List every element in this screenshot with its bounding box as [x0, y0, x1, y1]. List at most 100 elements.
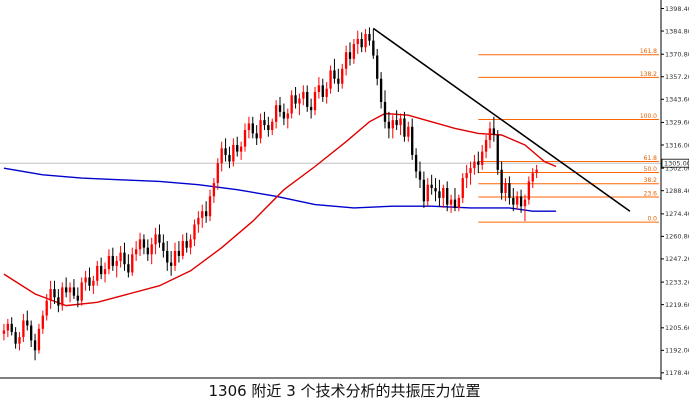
y-tick-label: 1343.60 [665, 96, 689, 104]
candle-body [500, 169, 503, 193]
candle-body [368, 34, 371, 41]
candle-body [453, 199, 457, 208]
moving-average-layer [3, 112, 557, 307]
candle-body [49, 289, 52, 301]
candle-body [228, 154, 231, 162]
y-tick-label: 1274.40 [665, 210, 689, 218]
candle-body [325, 88, 328, 97]
candle-body [278, 105, 282, 112]
candle-body [352, 43, 356, 59]
candle-body [481, 151, 484, 165]
candle-body [10, 323, 13, 333]
candle-body [399, 118, 402, 126]
candle-body [204, 211, 208, 217]
candle-body [166, 250, 169, 263]
candle-body [313, 91, 317, 111]
candle-body [259, 120, 262, 139]
candle-body [379, 78, 383, 102]
candle-body [26, 320, 29, 326]
candle-body [88, 277, 91, 286]
candle-body [232, 144, 235, 162]
candle-body [134, 249, 138, 255]
candle-body [267, 125, 270, 131]
fib-level-label: 138.2 [640, 71, 657, 78]
y-tick-label: 1247.20 [665, 255, 689, 263]
y-tick-label: 1302.00 [665, 164, 689, 172]
candle-body [197, 217, 200, 225]
fib-level-label: 161.8 [640, 48, 657, 55]
candle-body [169, 262, 173, 266]
candle-body [263, 120, 266, 126]
fib-level-label: 50.0 [644, 166, 658, 173]
candle-body [201, 211, 204, 218]
ma-fast-line [3, 112, 557, 307]
candle-body [239, 146, 243, 152]
candle-body [356, 38, 359, 44]
candle-body [243, 130, 247, 147]
candle-body [508, 183, 511, 198]
y-tick-label: 1329.60 [665, 119, 689, 127]
fib-level-label: 0.0 [647, 216, 657, 223]
candle-body [29, 325, 33, 341]
candle-body [461, 178, 464, 198]
y-tick-label: 1316.00 [665, 141, 689, 149]
trendline-layer [372, 27, 631, 212]
candle-body [523, 199, 527, 207]
candle-body [18, 337, 21, 344]
candle-body [236, 144, 239, 152]
candle-body [317, 85, 321, 92]
candle-body [333, 70, 336, 79]
candle-body [531, 173, 534, 182]
ma-slow-line [3, 167, 557, 212]
fibonacci-layer: 161.8 138.2 100.0 61.8 50.0 38.2 23.6 0.0 [478, 48, 659, 223]
candle-body [329, 70, 332, 89]
candle-body [383, 101, 387, 122]
candle-body [290, 95, 293, 114]
candle-body [92, 280, 95, 286]
candle-body [309, 106, 313, 111]
candle-body [504, 183, 507, 193]
candle-body [84, 277, 87, 283]
candle-body [45, 300, 48, 316]
candle-body [255, 133, 258, 139]
candle-body [516, 196, 519, 205]
y-tick-label: 1233.20 [665, 278, 689, 286]
candle-body [496, 135, 499, 170]
candle-body [286, 113, 289, 119]
candle-body [193, 224, 196, 240]
y-tick-label: 1205.60 [665, 324, 689, 332]
candle-body [274, 105, 278, 122]
candle-body [341, 68, 344, 84]
candle-body [414, 154, 418, 172]
candle-body [298, 98, 301, 104]
candle-body [2, 330, 6, 334]
candle-body [22, 320, 25, 338]
fib-level-label: 61.8 [644, 155, 658, 162]
candle-body [411, 126, 414, 155]
candle-body [387, 121, 391, 129]
candle-body [177, 250, 181, 256]
candle-body [224, 148, 227, 155]
candle-body [127, 264, 130, 273]
candle-body [37, 328, 41, 351]
candle-body [306, 91, 309, 107]
candle-body [123, 252, 126, 265]
candle-body [80, 282, 83, 301]
candle-body [189, 239, 192, 248]
chart-area: 161.8 138.2 100.0 61.8 50.0 38.2 23.6 0.0 1398.… [0, 0, 689, 380]
fib-level-label: 23.6 [644, 190, 658, 197]
candle-body [360, 38, 363, 48]
candle-body [181, 241, 184, 256]
candle-body [294, 95, 297, 104]
candle-body [146, 247, 149, 255]
y-tick-label: 1398.40 [665, 5, 689, 13]
candle-body [103, 269, 107, 275]
candle-body [344, 52, 348, 69]
candle-body [337, 78, 340, 84]
candle-body [119, 252, 122, 261]
candle-body [14, 332, 17, 344]
candle-body [449, 199, 453, 205]
candle-body [41, 315, 44, 329]
candle-body [142, 239, 146, 248]
candle-body [53, 289, 56, 298]
